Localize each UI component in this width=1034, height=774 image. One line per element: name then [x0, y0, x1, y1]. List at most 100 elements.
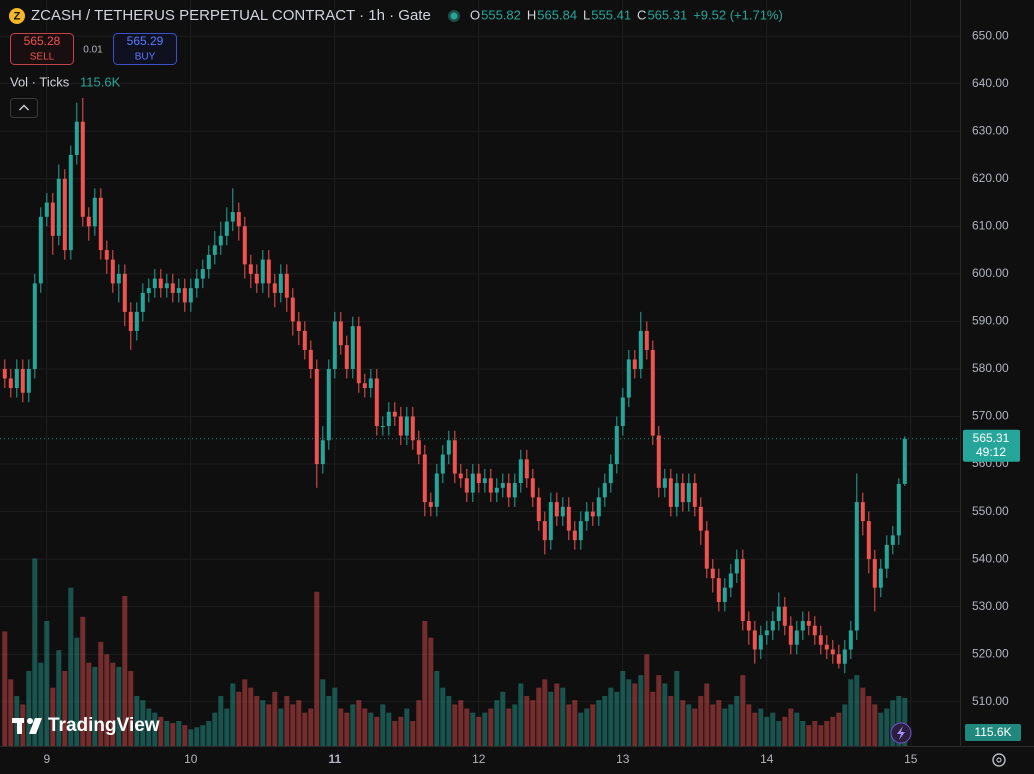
volume-bar	[428, 637, 434, 746]
candle-body	[698, 506, 703, 531]
collapse-button[interactable]	[10, 98, 38, 118]
last-price-value: 565.31	[973, 431, 1010, 445]
volume-bar	[206, 721, 212, 746]
candle-body	[326, 368, 331, 441]
volume-bar	[656, 675, 662, 746]
candle-body	[734, 559, 739, 574]
candle-body	[764, 630, 769, 636]
collapse-icon[interactable]	[19, 104, 29, 111]
candle-body	[692, 483, 697, 507]
candle-body	[338, 321, 343, 346]
alert-icon[interactable]	[897, 726, 905, 740]
volume-bar	[578, 712, 584, 746]
candle-body	[206, 254, 211, 270]
volume-bar	[848, 679, 854, 746]
volume-bar	[362, 708, 368, 746]
volume-bar	[146, 708, 152, 746]
y-tick-label: 510.00	[972, 694, 1009, 708]
candle-body	[140, 292, 145, 312]
volume-bar	[398, 716, 404, 746]
volume-bar	[434, 671, 440, 746]
volume-bar	[386, 712, 392, 746]
settings-icon[interactable]	[996, 757, 1002, 763]
candle-body	[176, 288, 181, 293]
volume-bar	[512, 704, 518, 746]
candle-body	[296, 321, 301, 331]
volume-bar	[584, 708, 590, 746]
volume-bar	[860, 687, 866, 746]
candle-body	[242, 226, 247, 265]
candle-body	[758, 635, 763, 650]
volume-legend-value: 115.6K	[80, 74, 121, 89]
volume-bar	[566, 704, 572, 746]
candle-body	[890, 535, 895, 545]
volume-bar	[116, 666, 122, 746]
volume-bar	[446, 696, 452, 746]
volume-bar	[80, 616, 86, 746]
ohlc-change: +9.52 (+1.71%)	[693, 7, 783, 22]
candle-body	[842, 649, 847, 664]
logo-text: TradingView	[48, 715, 160, 736]
volume-bar	[182, 725, 188, 746]
candle-body	[518, 459, 523, 484]
volume-bar	[704, 683, 710, 746]
volume-bar	[38, 662, 44, 746]
volume-bar	[854, 675, 860, 746]
candle-body	[254, 273, 259, 284]
candle-body	[464, 478, 469, 493]
candle-body	[362, 383, 367, 388]
volume-bar	[590, 704, 596, 746]
volume-bar	[320, 679, 326, 746]
sell-button[interactable]	[10, 33, 74, 65]
candle-body	[320, 440, 325, 465]
candle-body	[542, 521, 547, 541]
ohlc-value: 565.84	[537, 7, 577, 22]
volume-bar	[710, 704, 716, 746]
volume-bar	[830, 716, 836, 746]
buy-label[interactable]: BUY	[135, 52, 156, 63]
settings-button[interactable]	[992, 753, 1006, 767]
y-tick-label: 570.00	[972, 409, 1009, 423]
volume-bar	[104, 654, 110, 746]
candle-body	[782, 606, 787, 626]
candle-body	[80, 121, 85, 217]
volume-bar	[554, 683, 560, 746]
coin-icon	[9, 8, 25, 24]
volume-bar	[728, 704, 734, 746]
x-tick-label: 12	[472, 752, 486, 766]
y-tick-label: 540.00	[972, 551, 1009, 565]
volume-bar	[794, 712, 800, 746]
sell-price[interactable]: 565.28	[24, 34, 61, 48]
candle-body	[608, 464, 613, 484]
candle-body	[632, 359, 637, 369]
buy-button[interactable]	[113, 33, 177, 65]
volume-bar	[344, 712, 350, 746]
volume-bar	[518, 683, 524, 746]
volume-bar	[170, 723, 176, 746]
candle-body	[554, 502, 559, 517]
volume-bar	[488, 708, 494, 746]
volume-bar	[866, 696, 872, 746]
sell-label[interactable]: SELL	[30, 52, 55, 63]
volume-bar	[524, 696, 530, 746]
volume-bar	[272, 691, 278, 746]
volume-bar	[122, 596, 128, 746]
logo-mark	[12, 718, 42, 734]
candle-body	[440, 454, 445, 474]
candle-body	[110, 259, 115, 284]
volume-bar	[308, 708, 314, 746]
ohlc-legend: O 555.82 H 565.84 L 555.41 C 565.31 +9.52 (+1.71…	[470, 7, 783, 22]
candle-body	[806, 620, 811, 626]
y-tick-label: 520.00	[972, 646, 1009, 660]
candle-body	[602, 483, 607, 498]
buy-price[interactable]: 565.29	[127, 34, 164, 48]
volume-bar	[542, 679, 548, 746]
candle-body	[164, 283, 169, 289]
candle-body	[20, 368, 25, 393]
volume-bar	[614, 691, 620, 746]
volume-bar	[158, 716, 164, 746]
ohlc-value: 565.31	[647, 7, 687, 22]
volume-bar	[50, 687, 56, 746]
